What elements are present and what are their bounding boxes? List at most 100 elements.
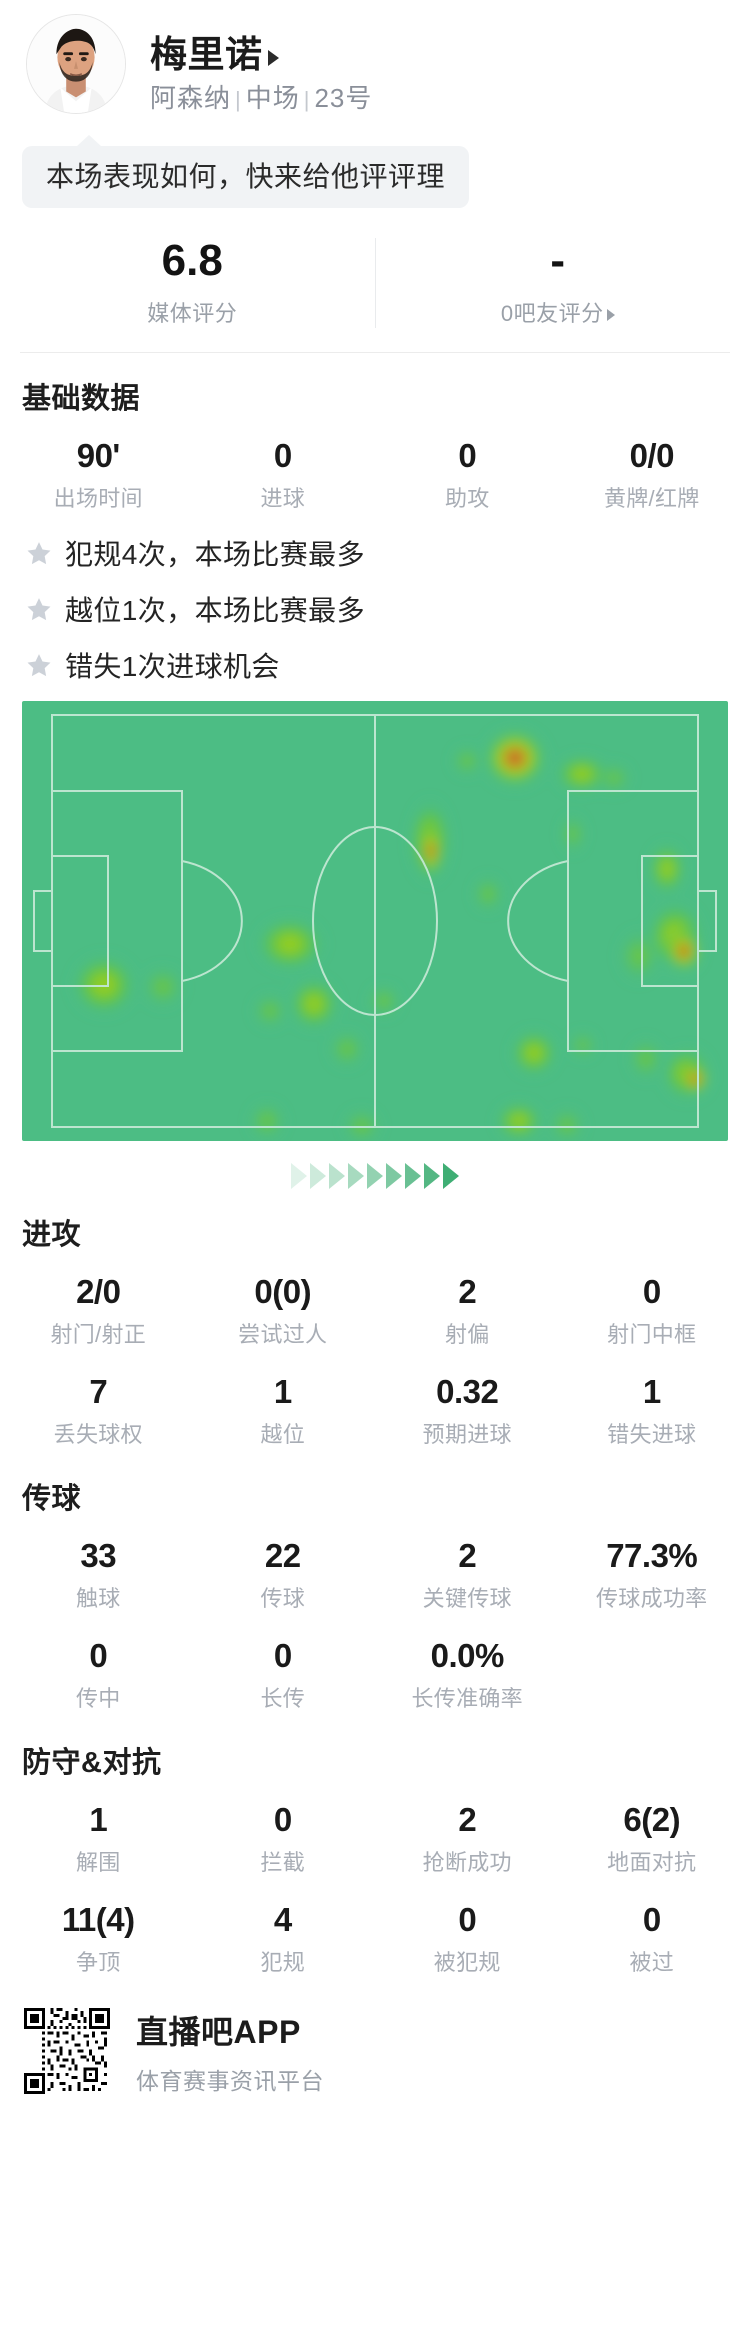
stat-label: 助攻	[444, 486, 490, 512]
stat-label: 传球	[260, 1585, 306, 1611]
section-title-passing: 传球	[22, 1483, 82, 1515]
star-icon	[27, 597, 51, 620]
stat-clearances: 1 解围	[6, 1795, 191, 1881]
chevron-right-icon	[443, 1163, 459, 1190]
stat-label: 射偏	[444, 1322, 490, 1348]
list-item: 犯规4次，本场比赛最多	[24, 533, 726, 573]
section-title-basic: 基础数据	[22, 383, 141, 416]
meta-separator-1: |	[235, 87, 242, 112]
player-name-row[interactable]: 梅里诺	[150, 36, 372, 73]
stat-label: 错失进球	[607, 1422, 697, 1447]
stat-value: 1	[89, 1800, 108, 1838]
stat-value: 0(0)	[254, 1273, 312, 1311]
chevron-right-icon	[310, 1163, 326, 1190]
chevron-right-icon	[367, 1163, 383, 1190]
fan-rating[interactable]: - 0吧友评分	[374, 237, 741, 329]
stat-value: 0	[273, 1800, 292, 1838]
stat-row-basic-1: 90' 出场时间 0 进球 0 助攻 0/0 黄牌/红牌	[0, 431, 750, 517]
stat-shots: 2/0 射门/射正	[6, 1267, 191, 1353]
heatmap-container[interactable]	[22, 701, 728, 1142]
stat-label: 传中	[75, 1685, 121, 1711]
stat-offsides: 1 越位	[191, 1367, 376, 1453]
stat-value: 0	[89, 1636, 108, 1674]
chevron-right-small-icon[interactable]	[606, 309, 615, 322]
stat-row-passing-1: 33 触球 22 传球 2 关键传球 77.3% 传球成功率	[0, 1531, 750, 1617]
player-shirt-number: 23号	[314, 83, 373, 113]
stat-value: 7	[89, 1373, 108, 1411]
stat-label: 丢失球权	[53, 1422, 143, 1447]
rate-prompt[interactable]: 本场表现如何，快来给他评评理	[22, 135, 728, 208]
stat-value: 77.3%	[606, 1537, 698, 1574]
chevron-right-icon	[405, 1163, 421, 1190]
stat-value: 2	[458, 1537, 477, 1574]
highlight-text: 越位1次，本场比赛最多	[65, 595, 365, 627]
stat-label: 长传准确率	[411, 1685, 523, 1711]
attack-direction-indicator	[0, 1163, 750, 1190]
stat-label: 被过	[629, 1949, 675, 1975]
stat-possession-lost: 7 丢失球权	[6, 1367, 191, 1453]
stat-label: 长传	[260, 1685, 306, 1711]
stat-row-attack-1: 2/0 射门/射正 0(0) 尝试过人 2 射偏 0 射门中框	[0, 1267, 750, 1353]
avatar[interactable]	[26, 14, 126, 114]
stat-value: 0	[642, 1273, 661, 1311]
qr-code-icon[interactable]	[24, 2008, 110, 2095]
chevron-right-icon	[424, 1163, 440, 1190]
stat-big-chances-missed: 1 错失进球	[560, 1367, 745, 1453]
stat-label: 出场时间	[53, 486, 143, 512]
star-icon	[27, 541, 51, 564]
stat-value: 2/0	[76, 1273, 121, 1311]
stat-label: 拦截	[260, 1849, 306, 1875]
section-title-attack: 进攻	[22, 1219, 82, 1252]
stat-label: 犯规	[260, 1949, 306, 1975]
stat-label: 预期进球	[422, 1422, 512, 1447]
stat-value: 2	[458, 1273, 477, 1311]
stat-row-passing-2: 0 传中 0 长传 0.0% 长传准确率	[0, 1631, 750, 1717]
pitch-heatmap	[22, 701, 728, 1142]
stat-passes: 22 传球	[191, 1531, 376, 1617]
stat-value: 1	[642, 1373, 661, 1411]
highlight-text: 犯规4次，本场比赛最多	[65, 539, 365, 571]
stat-value: 22	[264, 1537, 301, 1574]
stat-value: 0	[458, 1900, 477, 1938]
stat-label: 进球	[260, 486, 306, 512]
stat-shots-off-target: 2 射偏	[375, 1267, 560, 1353]
stat-minutes: 90' 出场时间	[6, 431, 191, 517]
fan-rating-label[interactable]: 0吧友评分	[376, 296, 741, 328]
divider-1	[20, 352, 730, 354]
stat-value: 0	[642, 1900, 661, 1938]
stat-label: 解围	[75, 1849, 121, 1875]
chevron-right-icon	[329, 1163, 345, 1190]
stat-row-attack-2: 7 丢失球权 1 越位 0.32 预期进球 1 错失进球	[0, 1367, 750, 1453]
player-header: 梅里诺 阿森纳 | 中场 | 23号	[0, 0, 750, 120]
stat-label: 越位	[260, 1422, 306, 1447]
star-icon	[27, 653, 51, 676]
player-identity: 梅里诺 阿森纳 | 中场 | 23号	[150, 14, 372, 111]
stat-xg: 0.32 预期进球	[375, 1367, 560, 1453]
stat-label: 关键传球	[422, 1585, 512, 1611]
stat-passing-empty	[560, 1631, 745, 1717]
stat-row-defense-2: 11(4) 争顶 4 犯规 0 被犯规 0 被过	[0, 1895, 750, 1981]
rate-prompt-text: 本场表现如何，快来给他评评理	[46, 161, 446, 192]
meta-separator-2: |	[303, 87, 311, 112]
chevron-right-icon	[291, 1163, 307, 1190]
player-team: 阿森纳	[150, 83, 232, 113]
stat-goals: 0 进球	[191, 431, 376, 517]
stat-label: 争顶	[75, 1949, 121, 1975]
stat-label: 射门中框	[607, 1322, 697, 1348]
stat-woodwork: 0 射门中框	[560, 1267, 745, 1353]
avatar-portrait-icon	[27, 15, 125, 113]
stat-long-ball-accuracy: 0.0% 长传准确率	[375, 1631, 560, 1717]
chevron-right-icon[interactable]	[267, 49, 279, 66]
list-item: 越位1次，本场比赛最多	[24, 589, 726, 629]
section-title-defense: 防守&对抗	[22, 1746, 162, 1779]
stat-value: 11(4)	[61, 1900, 135, 1938]
stat-touches: 33 触球	[6, 1531, 191, 1617]
ratings-row: 6.8 媒体评分 - 0吧友评分	[0, 237, 750, 329]
stat-key-passes: 2 关键传球	[375, 1531, 560, 1617]
stat-row-defense-1: 1 解围 0 拦截 2 抢断成功 6(2) 地面对抗	[0, 1795, 750, 1881]
callout-tail-icon	[76, 135, 102, 147]
stat-tackles-won: 2 抢断成功	[375, 1795, 560, 1881]
stat-value: 90'	[76, 437, 121, 475]
stat-value: 0.32	[436, 1373, 499, 1411]
